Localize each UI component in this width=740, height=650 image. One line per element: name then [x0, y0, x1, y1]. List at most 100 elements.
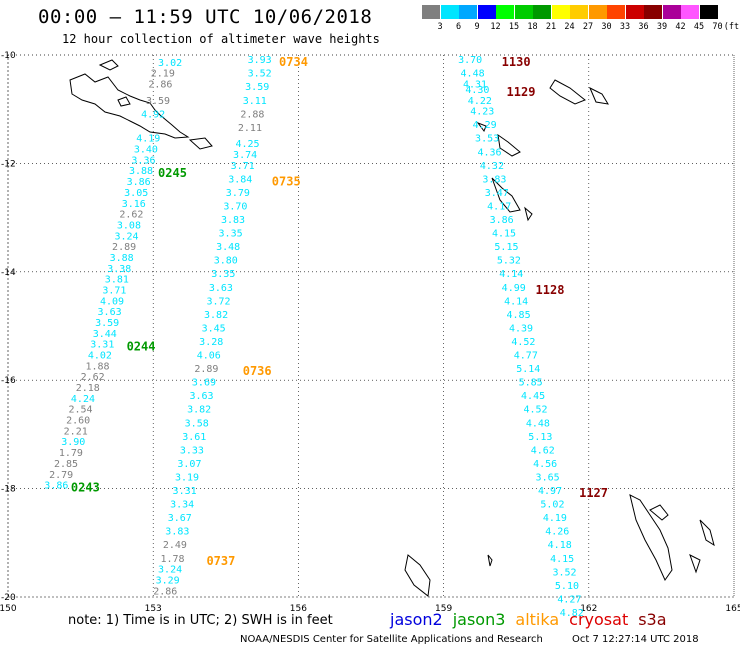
- swh-value: 4.30: [465, 85, 489, 96]
- pass-time: 0737: [206, 554, 235, 568]
- swh-value: 4.36: [477, 147, 501, 158]
- swh-value: 3.71: [102, 285, 126, 296]
- swh-value: 3.28: [199, 337, 223, 348]
- legend-label: 21: [545, 22, 557, 32]
- swh-value: 3.83: [221, 215, 245, 226]
- swh-value: 4.99: [502, 283, 526, 294]
- swh-value: 4.19: [136, 134, 160, 145]
- coastline-vanuatu-1: [524, 206, 533, 222]
- swh-value: 3.69: [192, 378, 216, 389]
- swh-value: 2.86: [153, 586, 177, 597]
- legend-label: 42: [675, 22, 686, 32]
- swh-value: 5.32: [497, 256, 521, 267]
- coastline-solomon-4: [476, 121, 487, 133]
- swh-value: 1.79: [59, 448, 83, 459]
- swh-value: 3.63: [190, 391, 214, 402]
- legend-label: 6: [455, 22, 462, 32]
- legend-label: 9: [474, 22, 480, 32]
- swh-value: 3.83: [482, 174, 506, 185]
- swh-value: 4.17: [487, 201, 511, 212]
- lon-tick-label: 150: [0, 604, 17, 614]
- swh-value: 4.48: [526, 418, 550, 429]
- pass-time: 0735: [272, 174, 301, 188]
- swh-value: 3.83: [165, 527, 189, 538]
- swh-value: 4.56: [533, 459, 557, 470]
- coastline: [69, 59, 715, 597]
- page-title: 00:00 – 11:59 UTC 10/06/2018: [38, 6, 373, 28]
- swh-value: 5.14: [516, 364, 540, 375]
- swh-value: 2.79: [49, 470, 73, 481]
- pass-time: 0734: [279, 55, 308, 69]
- swh-value: 3.86: [490, 215, 514, 226]
- swh-value: 4.25: [235, 139, 259, 150]
- swh-value: 4.85: [507, 310, 531, 321]
- swh-value: 5.10: [555, 581, 579, 592]
- swh-value: 4.77: [514, 351, 538, 362]
- track-C: 3.704.484.314.304.224.234.293.534.364.32…: [458, 55, 608, 619]
- mission-cryosat: cryosat: [569, 610, 629, 629]
- legend-label: 27: [582, 22, 594, 32]
- swh-value: 4.31: [463, 80, 487, 91]
- swh-value: 4.45: [521, 391, 545, 402]
- swh-value: 3.31: [173, 486, 197, 497]
- legend-unit: (ft): [723, 22, 740, 32]
- swh-value: 3.58: [185, 418, 209, 429]
- legend-label: 24: [564, 22, 575, 32]
- coastline-solomon-2: [589, 86, 609, 105]
- swh-value: 4.18: [548, 540, 572, 551]
- legend-swatch: [514, 5, 533, 19]
- swh-value: 3.35: [219, 229, 243, 240]
- swh-value: 2.60: [66, 416, 90, 427]
- swh-value: 3.08: [117, 220, 141, 231]
- coastline-vanuatu-2: [404, 554, 431, 597]
- swh-value: 4.14: [499, 269, 523, 280]
- legend-label: 18: [527, 22, 538, 32]
- legend-label: 39: [656, 22, 668, 32]
- swh-value: 2.85: [54, 459, 78, 470]
- swh-value: 4.15: [550, 554, 574, 565]
- swh-value: 4.22: [468, 96, 492, 107]
- mission-jason3: jason3: [452, 610, 506, 629]
- swh-value: 5.15: [494, 242, 518, 253]
- legend-label: 3: [437, 22, 443, 32]
- legend-label: 33: [619, 22, 631, 32]
- lon-tick-label: 156: [290, 604, 307, 614]
- mission-legend: jason2 jason3 altika cryosat s3a: [390, 610, 677, 629]
- swh-value: 3.82: [204, 310, 228, 321]
- legend-label: 30: [601, 22, 612, 32]
- swh-value: 3.71: [231, 161, 255, 172]
- swh-value: 2.89: [112, 242, 136, 253]
- coastline-newcal-4: [689, 553, 701, 574]
- pass-time: 0245: [158, 166, 187, 180]
- swh-value: 3.59: [95, 318, 119, 329]
- swh-value: 3.47: [485, 188, 509, 199]
- swh-value: 5.13: [528, 432, 552, 443]
- swh-value: 3.88: [129, 166, 153, 177]
- legend-swatch: [533, 5, 551, 19]
- swh-value: 3.35: [211, 269, 235, 280]
- swh-value: 3.86: [127, 177, 151, 188]
- coastline-png: [69, 73, 190, 139]
- swh-value: 2.54: [69, 405, 93, 416]
- lat-lon-grid: [7, 54, 735, 598]
- swh-value: 4.27: [557, 594, 581, 605]
- legend-label: 12: [490, 22, 501, 32]
- pass-time: 0736: [243, 364, 272, 378]
- coastline-newcal-3: [699, 519, 715, 547]
- swh-value: 3.34: [170, 500, 194, 511]
- coastline-solomon-3: [497, 133, 521, 157]
- lon-tick-label: 159: [435, 604, 452, 614]
- lon-tick-label: 165: [725, 604, 740, 614]
- swh-value: 2.21: [64, 426, 88, 437]
- swh-value: 3.82: [187, 405, 211, 416]
- swh-value: 4.06: [197, 351, 221, 362]
- swh-value: 4.52: [523, 405, 547, 416]
- legend-swatch: [422, 5, 440, 19]
- mission-s3a: s3a: [638, 610, 667, 629]
- swh-value: 3.24: [158, 565, 182, 576]
- credit-text: NOAA/NESDIS Center for Satellite Applica…: [240, 634, 543, 645]
- swh-value: 4.19: [543, 513, 567, 524]
- swh-value: 4.24: [71, 394, 95, 405]
- legend-swatch: [496, 5, 514, 19]
- swh-value: 4.15: [492, 229, 516, 240]
